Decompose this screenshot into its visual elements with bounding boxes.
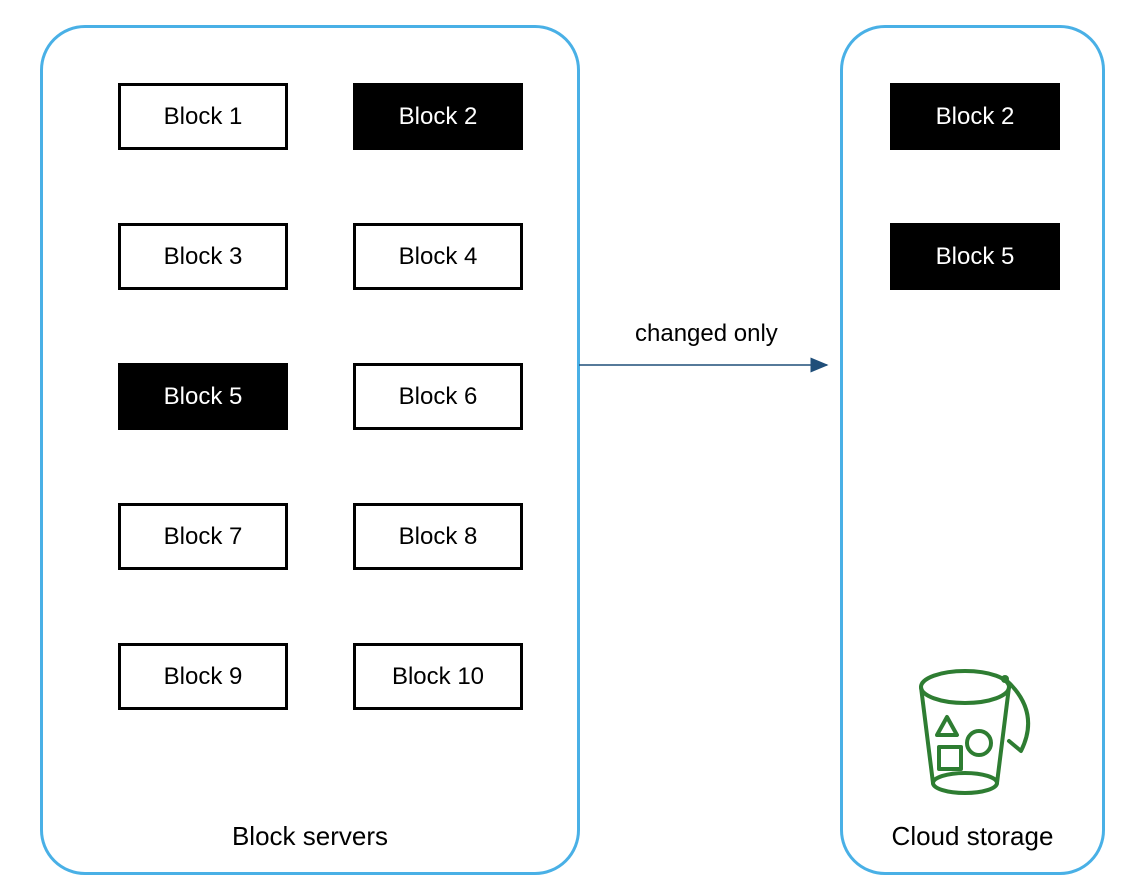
block-6: Block 6 bbox=[353, 363, 523, 430]
arrow-icon bbox=[579, 350, 840, 380]
block-label: Block 6 bbox=[399, 383, 478, 411]
bucket-icon bbox=[905, 665, 1045, 805]
block-label: Block 5 bbox=[936, 243, 1015, 271]
block-label: Block 8 bbox=[399, 523, 478, 551]
block-8: Block 8 bbox=[353, 503, 523, 570]
block-7: Block 7 bbox=[118, 503, 288, 570]
block-4: Block 4 bbox=[353, 223, 523, 290]
block-label: Block 3 bbox=[164, 243, 243, 271]
block-label: Block 2 bbox=[399, 103, 478, 131]
block-label: Block 4 bbox=[399, 243, 478, 271]
block-1: Block 1 bbox=[118, 83, 288, 150]
cloud-storage-title: Cloud storage bbox=[843, 821, 1102, 852]
arrow-label: changed only bbox=[635, 320, 778, 348]
block-label: Block 10 bbox=[392, 663, 484, 691]
block-label: Block 2 bbox=[936, 103, 1015, 131]
cloud-block-5: Block 5 bbox=[890, 223, 1060, 290]
block-label: Block 5 bbox=[164, 383, 243, 411]
block-5: Block 5 bbox=[118, 363, 288, 430]
block-servers-grid: Block 1 Block 2 Block 3 Block 4 Block 5 … bbox=[118, 83, 523, 710]
block-label: Block 1 bbox=[164, 103, 243, 131]
cloud-block-2: Block 2 bbox=[890, 83, 1060, 150]
block-label: Block 7 bbox=[164, 523, 243, 551]
block-10: Block 10 bbox=[353, 643, 523, 710]
block-servers-title: Block servers bbox=[43, 821, 577, 852]
block-label: Block 9 bbox=[164, 663, 243, 691]
block-2: Block 2 bbox=[353, 83, 523, 150]
block-3: Block 3 bbox=[118, 223, 288, 290]
block-9: Block 9 bbox=[118, 643, 288, 710]
block-servers-container: Block 1 Block 2 Block 3 Block 4 Block 5 … bbox=[40, 25, 580, 875]
